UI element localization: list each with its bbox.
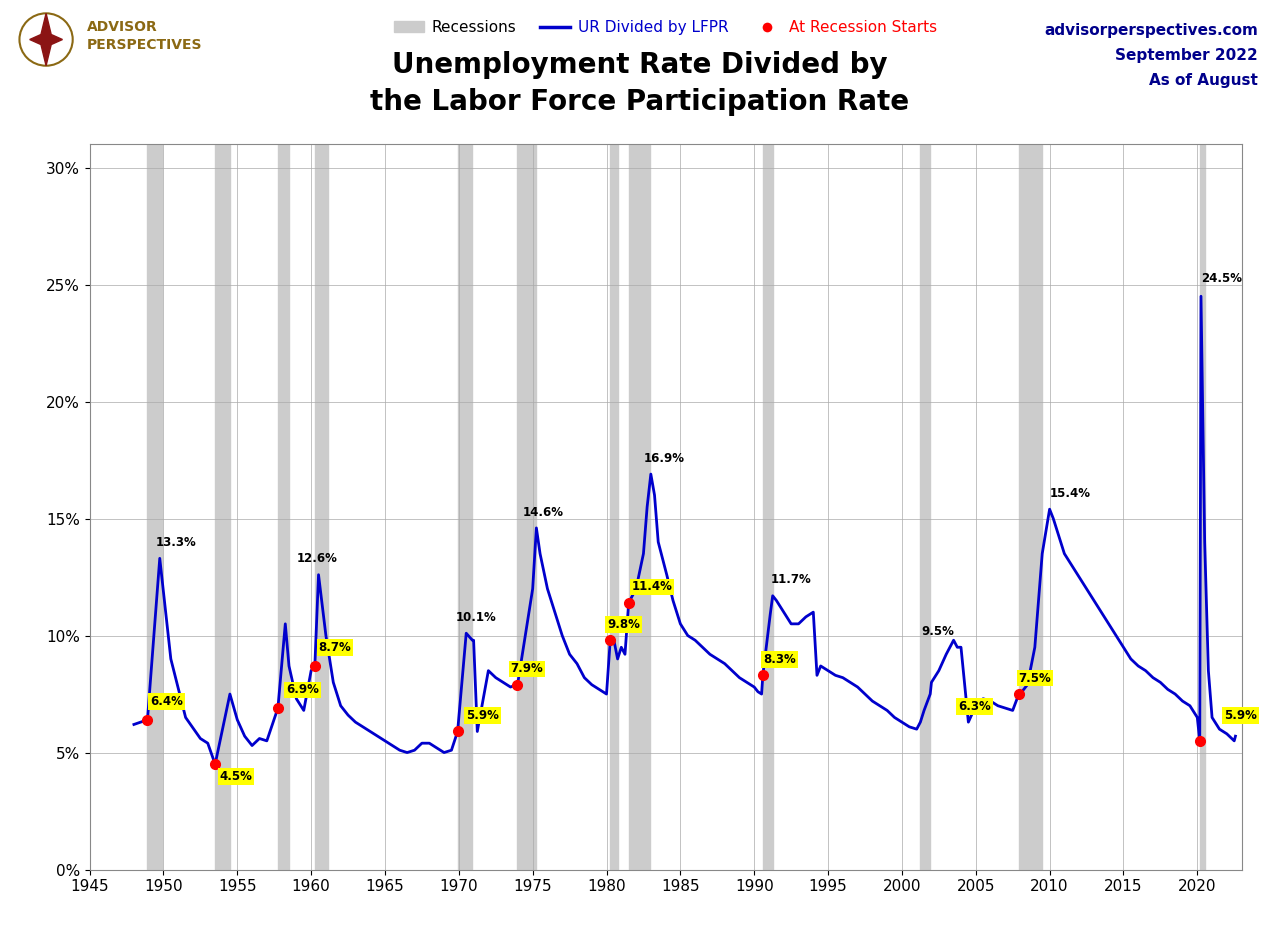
Text: 15.4%: 15.4% <box>1050 486 1091 499</box>
Text: ADVISOR
PERSPECTIVES: ADVISOR PERSPECTIVES <box>87 20 202 52</box>
Bar <box>278 144 289 870</box>
Text: 24.5%: 24.5% <box>1201 272 1242 285</box>
Bar <box>611 144 618 870</box>
Bar <box>517 144 536 870</box>
Bar <box>1199 144 1204 870</box>
Text: 9.5%: 9.5% <box>922 625 954 638</box>
Text: 9.8%: 9.8% <box>607 618 640 631</box>
Text: September 2022: September 2022 <box>1115 48 1258 63</box>
Text: 16.9%: 16.9% <box>644 452 685 465</box>
Text: 6.3%: 6.3% <box>957 699 991 712</box>
Text: advisorperspectives.com: advisorperspectives.com <box>1044 23 1258 38</box>
Bar <box>628 144 650 870</box>
Text: 10.1%: 10.1% <box>456 611 497 624</box>
Bar <box>147 144 163 870</box>
Text: 6.4%: 6.4% <box>150 695 183 708</box>
Text: 5.9%: 5.9% <box>1224 710 1257 722</box>
Bar <box>763 144 773 870</box>
Text: 14.6%: 14.6% <box>522 506 563 519</box>
Text: 8.3%: 8.3% <box>763 653 796 666</box>
Text: As of August: As of August <box>1149 73 1258 88</box>
Text: 11.7%: 11.7% <box>771 574 812 587</box>
Legend: Recessions, UR Divided by LFPR, At Recession Starts: Recessions, UR Divided by LFPR, At Reces… <box>388 14 943 41</box>
Bar <box>458 144 472 870</box>
Text: 13.3%: 13.3% <box>156 536 197 549</box>
Text: 8.7%: 8.7% <box>319 642 351 655</box>
Text: 7.9%: 7.9% <box>511 662 543 675</box>
Text: 5.9%: 5.9% <box>466 710 499 722</box>
Bar <box>1019 144 1042 870</box>
Bar <box>215 144 230 870</box>
Text: 4.5%: 4.5% <box>220 770 252 783</box>
Text: 11.4%: 11.4% <box>631 580 672 593</box>
Text: 6.9%: 6.9% <box>285 684 319 697</box>
Bar <box>315 144 329 870</box>
Polygon shape <box>29 13 63 66</box>
Bar <box>920 144 931 870</box>
Text: 12.6%: 12.6% <box>297 552 337 565</box>
Text: Unemployment Rate Divided by
the Labor Force Participation Rate: Unemployment Rate Divided by the Labor F… <box>370 51 910 116</box>
Text: 7.5%: 7.5% <box>1019 671 1051 684</box>
